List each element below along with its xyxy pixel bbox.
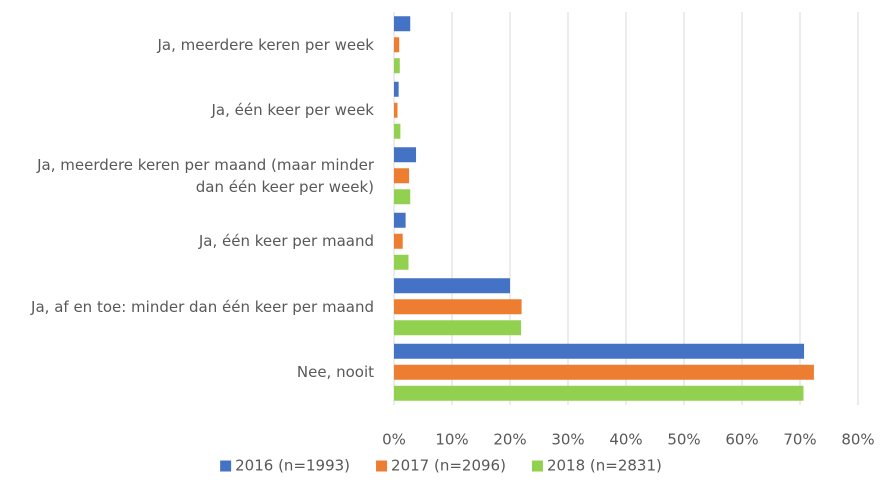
y-tick-label: Nee, nooit <box>296 363 374 382</box>
bar <box>394 102 398 118</box>
legend-swatch <box>531 460 543 472</box>
x-tick-label: 0% <box>382 431 406 449</box>
bar <box>394 233 403 249</box>
bar <box>394 343 805 359</box>
legend-label: 2017 (n=2096) <box>391 457 506 475</box>
bar <box>394 364 814 380</box>
y-tick-label: Ja, één keer per maand <box>198 232 374 251</box>
bar <box>394 320 522 336</box>
x-tick-label: 10% <box>435 431 468 449</box>
bar <box>394 16 411 32</box>
y-tick-label: Ja, meerdere keren per maand (maar minde… <box>37 155 374 196</box>
bar <box>394 385 804 401</box>
legend-swatch <box>220 460 232 472</box>
x-tick-label: 60% <box>725 431 758 449</box>
bar <box>394 81 399 97</box>
bar <box>394 147 417 163</box>
x-tick-label: 80% <box>841 431 874 449</box>
bar <box>394 123 401 139</box>
x-tick-label: 70% <box>783 431 816 449</box>
bar <box>394 58 400 74</box>
bar <box>394 254 409 270</box>
bar <box>394 299 522 315</box>
bar <box>394 189 411 205</box>
bar <box>394 278 510 294</box>
y-tick-label: Ja, één keer per week <box>211 101 374 120</box>
x-tick-label: 30% <box>551 431 584 449</box>
x-tick-label: 40% <box>609 431 642 449</box>
legend-label: 2016 (n=1993) <box>235 457 350 475</box>
bar <box>394 37 400 53</box>
legend-label: 2018 (n=2831) <box>547 457 662 475</box>
bar <box>394 168 410 184</box>
bar <box>394 212 406 228</box>
x-tick-label: 20% <box>493 431 526 449</box>
y-tick-label: Ja, meerdere keren per week <box>157 35 374 54</box>
y-tick-label: Ja, af en toe: minder dan één keer per m… <box>31 297 374 316</box>
x-tick-label: 50% <box>667 431 700 449</box>
legend-swatch <box>376 460 388 472</box>
